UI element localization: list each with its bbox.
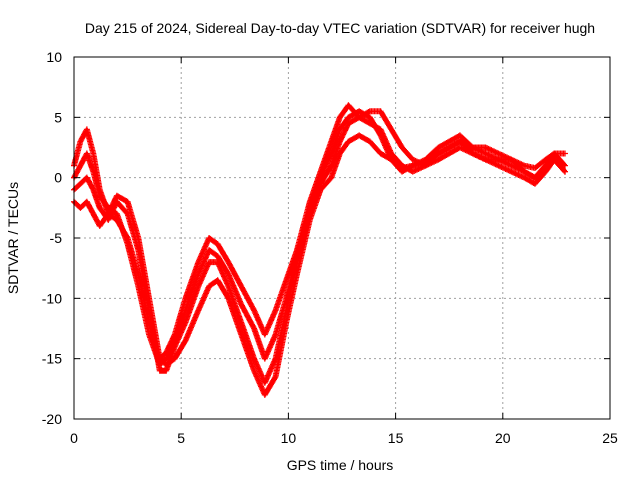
data-marks	[71, 102, 568, 398]
y-axis-title: SDTVAR / TECUs	[5, 182, 21, 294]
y-tick-label: 5	[54, 109, 62, 125]
grid-lines	[74, 57, 610, 419]
y-tick-label: 0	[54, 170, 62, 186]
y-tick-label: -20	[42, 411, 62, 427]
chart-title: Day 215 of 2024, Sidereal Day-to-day VTE…	[85, 20, 595, 36]
x-axis-title: GPS time / hours	[287, 457, 394, 473]
x-tick-label: 10	[281, 430, 297, 446]
x-tick-label: 5	[177, 430, 185, 446]
x-tick-label: 15	[388, 430, 404, 446]
x-tick-label: 25	[602, 430, 618, 446]
y-tick-label: -15	[42, 351, 62, 367]
y-tick-label: 10	[46, 49, 62, 65]
x-tick-label: 0	[70, 430, 78, 446]
y-tick-label: -5	[50, 230, 63, 246]
x-tick-label: 20	[495, 430, 511, 446]
y-tick-label: -10	[42, 290, 62, 306]
axis-ticks: 0 5 10 15 20 25 10 5 0 -5 -10 -15 -20	[42, 49, 618, 446]
